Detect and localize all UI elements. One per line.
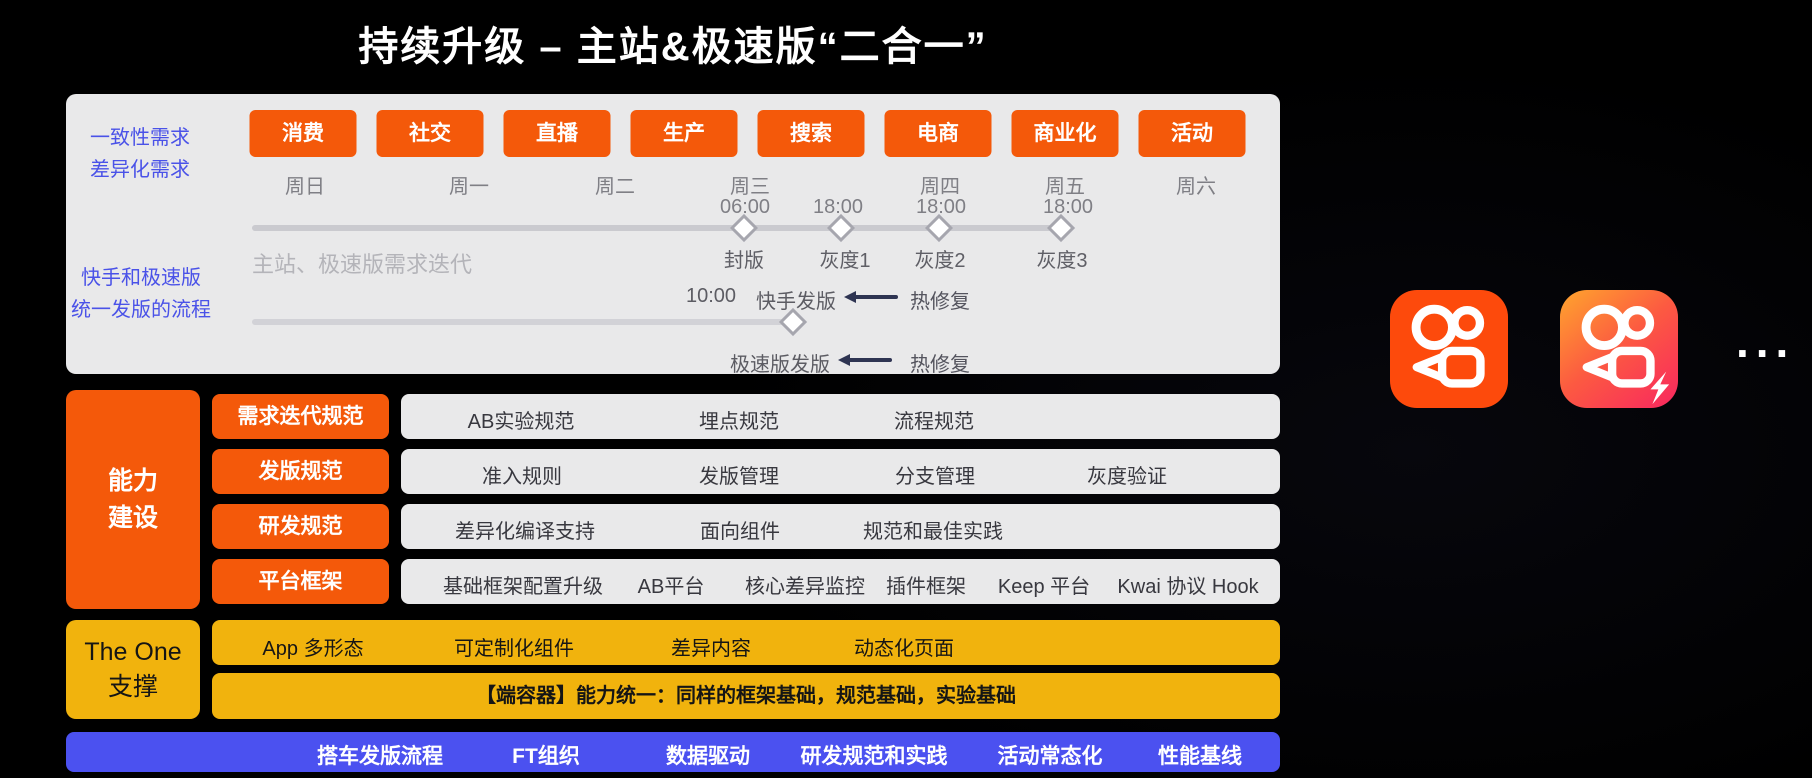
time-label: 18:00 [915, 196, 967, 218]
capability-row-content [401, 504, 1280, 549]
release-time-label: 10:00 [685, 285, 737, 307]
capability-item: Kwai 协议 Hook [1117, 576, 1259, 598]
lite-release-label: 极速版发版 [730, 354, 830, 376]
category-button: 生产 [630, 110, 738, 157]
foundation-item: 数据驱动 [666, 745, 750, 768]
capability-title-block: 能力 建设 [66, 390, 200, 609]
capability-row-label: 研发规范 [212, 504, 389, 549]
category-button: 消费 [249, 110, 357, 157]
iteration-label: 主站、极速版需求迭代 [252, 252, 473, 277]
capability-item: 规范和最佳实践 [863, 521, 1003, 543]
main-timeline-bar [252, 225, 1072, 231]
hotfix-arrow-icon [844, 291, 898, 303]
category-button: 搜索 [757, 110, 865, 157]
capability-title-line: 建设 [107, 503, 158, 532]
capability-row-label: 发版规范 [212, 449, 389, 494]
foundation-bar [66, 732, 1280, 772]
lite-timeline-bar [252, 319, 798, 325]
time-label: 18:00 [1042, 196, 1094, 218]
capability-item: 埋点规范 [699, 411, 779, 433]
foundation-item: 活动常态化 [997, 745, 1103, 768]
hotfix-label: 热修复 [910, 291, 970, 313]
theone-item: 差异内容 [671, 638, 751, 660]
side-label-line: 差异化需求 [90, 159, 190, 181]
capability-item: AB实验规范 [467, 411, 575, 433]
more-apps-ellipsis: ... [1736, 315, 1796, 367]
milestone-label: 灰度3 [1036, 250, 1088, 272]
time-label: 18:00 [812, 196, 864, 218]
category-button: 商业化 [1011, 110, 1119, 157]
time-label: 06:00 [719, 196, 771, 218]
weekday-label: 周一 [449, 176, 489, 198]
capability-item: 基础框架配置升级 [443, 576, 603, 598]
capability-item: 流程规范 [894, 411, 974, 433]
weekday-label: 周四 [920, 176, 960, 198]
page-title: 持续升级 – 主站&极速版“二合一” [358, 25, 988, 69]
category-button: 电商 [884, 110, 992, 157]
side-label-line: 一致性需求 [90, 127, 190, 149]
capability-row-content [401, 394, 1280, 439]
kuaishou-camera-logo-icon [1581, 304, 1670, 405]
capability-item: Keep 平台 [997, 576, 1091, 598]
category-button: 活动 [1138, 110, 1246, 157]
hotfix-arrow-icon [838, 354, 892, 366]
weekday-label: 周六 [1176, 176, 1216, 198]
hotfix-label: 热修复 [910, 354, 970, 376]
theone-row2-bar: 【端容器】能力统一：同样的框架基础，规范基础，实验基础 [212, 673, 1280, 719]
theone-title-block: The One 支撑 [66, 620, 200, 719]
kuaishou-lite-app-icon [1560, 290, 1678, 408]
foundation-item: 搭车发版流程 [317, 745, 443, 768]
capability-item: 分支管理 [895, 466, 975, 488]
capability-item: 差异化编译支持 [455, 521, 595, 543]
capability-row-label: 需求迭代规范 [212, 394, 389, 439]
theone-item: App 多形态 [262, 638, 364, 660]
capability-item: 面向组件 [700, 521, 780, 543]
capability-title-line: 能力 [107, 466, 158, 495]
kuaishou-camera-logo-icon [1411, 304, 1485, 388]
capability-item: 核心差异监控 [745, 576, 865, 598]
side-label-requirements: 一致性需求 差异化需求 [74, 122, 206, 186]
side-label-line: 快手和极速版 [81, 267, 201, 289]
foundation-item: FT组织 [512, 745, 580, 768]
capability-row-content [401, 449, 1280, 494]
weekday-label: 周三 [730, 176, 770, 198]
foundation-item: 研发规范和实践 [800, 745, 948, 768]
capability-item: 准入规则 [482, 466, 562, 488]
milestone-label: 封版 [724, 250, 764, 272]
weekday-label: 周五 [1045, 176, 1085, 198]
capability-row-content [401, 559, 1280, 604]
weekday-label: 周二 [595, 176, 635, 198]
kuaishou-app-icon [1390, 290, 1508, 408]
category-button: 直播 [503, 110, 611, 157]
capability-item: AB平台 [637, 576, 705, 598]
capability-item: 灰度验证 [1087, 466, 1167, 488]
side-label-release-process: 快手和极速版 统一发版的流程 [66, 262, 216, 326]
capability-item: 插件框架 [886, 576, 966, 598]
theone-item: 动态化页面 [854, 638, 954, 660]
weekday-label: 周日 [285, 176, 325, 198]
side-label-line: 统一发版的流程 [71, 299, 211, 321]
kuaishou-release-label: 快手发版 [756, 291, 836, 313]
theone-title-line: The One [84, 637, 182, 666]
capability-row-label: 平台框架 [212, 559, 389, 604]
lightning-bolt-icon [1650, 371, 1670, 405]
theone-title-line: 支撑 [107, 672, 158, 701]
capability-item: 发版管理 [699, 466, 779, 488]
foundation-item: 性能基线 [1158, 745, 1242, 768]
milestone-label: 灰度2 [914, 250, 966, 272]
milestone-label: 灰度1 [819, 250, 871, 272]
category-button: 社交 [376, 110, 484, 157]
theone-item: 可定制化组件 [454, 638, 574, 660]
theone-row1-bar [212, 620, 1280, 665]
